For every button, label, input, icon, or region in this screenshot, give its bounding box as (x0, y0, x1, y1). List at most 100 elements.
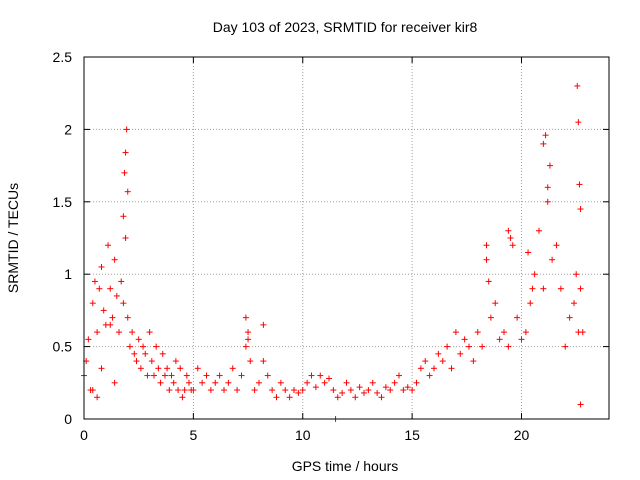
data-point (107, 285, 114, 292)
data-point (161, 372, 168, 379)
data-point (577, 401, 584, 408)
data-point (575, 119, 582, 126)
chart-title: Day 103 of 2023, SRMTID for receiver kir… (213, 19, 478, 35)
data-point (361, 389, 367, 396)
data-point (573, 271, 580, 278)
data-point (295, 389, 302, 396)
data-point (479, 343, 486, 350)
data-point (542, 132, 549, 139)
y-axis-label: SRMTID / TECUs (5, 183, 21, 293)
data-point (94, 394, 101, 401)
data-point (483, 256, 490, 263)
data-point (308, 372, 315, 379)
data-point (522, 329, 529, 336)
data-point (168, 372, 175, 379)
y-tick-label: 1 (64, 266, 72, 282)
data-point (505, 343, 512, 350)
data-point (135, 336, 142, 343)
data-point (474, 329, 481, 336)
data-point (157, 379, 164, 386)
data-point (439, 358, 446, 365)
data-point (343, 379, 350, 386)
data-point (212, 379, 219, 386)
data-point (89, 387, 96, 394)
data-point (374, 389, 381, 396)
data-point (483, 242, 490, 249)
data-point (116, 329, 122, 336)
data-point (234, 387, 241, 394)
x-tick-label: 0 (80, 427, 88, 443)
data-point (273, 394, 280, 401)
data-point (466, 343, 472, 350)
data-point (571, 300, 577, 307)
data-point (400, 387, 407, 394)
data-point (352, 394, 359, 401)
data-point (107, 321, 114, 328)
data-point (153, 343, 160, 350)
data-point (514, 314, 521, 321)
data-point (146, 329, 153, 336)
data-point (286, 394, 293, 401)
x-tick-label: 5 (189, 427, 197, 443)
data-point (251, 387, 258, 394)
data-point (203, 372, 210, 379)
data-point (553, 242, 560, 249)
data-point (172, 358, 179, 365)
data-point (113, 292, 120, 299)
data-point (216, 372, 223, 379)
y-tick-label: 1.5 (53, 194, 73, 210)
data-point (549, 256, 556, 263)
data-point (100, 307, 107, 314)
data-point (109, 314, 116, 321)
data-point (260, 321, 267, 328)
data-point (129, 329, 136, 336)
data-point (485, 278, 492, 285)
data-point (404, 384, 411, 391)
data-point (242, 314, 249, 321)
data-point (544, 198, 551, 205)
data-point (444, 343, 451, 350)
data-point (422, 358, 429, 365)
data-point (120, 213, 127, 220)
data-point (111, 256, 118, 263)
data-point (326, 375, 332, 382)
data-point (330, 387, 337, 394)
data-point (238, 372, 245, 379)
data-point (339, 389, 346, 396)
data-point (122, 149, 129, 156)
x-tick-label: 15 (404, 427, 420, 443)
data-point (199, 379, 206, 386)
data-point (409, 387, 416, 394)
data-point (122, 235, 129, 241)
data-point (159, 350, 166, 357)
data-point (140, 343, 147, 350)
data-point (98, 365, 105, 372)
data-point (540, 140, 547, 147)
data-point (501, 329, 507, 336)
data-point (126, 343, 133, 350)
data-point (142, 350, 149, 357)
data-point (321, 379, 328, 386)
data-point (190, 387, 197, 394)
data-point (120, 300, 127, 307)
data-point (470, 358, 477, 365)
data-point (282, 387, 289, 394)
data-point (540, 285, 547, 292)
data-point (562, 343, 569, 350)
data-point (431, 365, 437, 372)
data-point (518, 336, 525, 343)
data-point (527, 300, 534, 307)
data-point (347, 387, 354, 394)
data-point (175, 387, 182, 394)
data-point (396, 372, 402, 379)
data-point (277, 379, 284, 386)
data-point (181, 387, 188, 394)
data-point (531, 271, 538, 278)
data-point (105, 242, 112, 249)
data-point (89, 300, 96, 307)
data-point (123, 126, 130, 133)
data-point (121, 169, 128, 176)
data-point (525, 249, 532, 256)
